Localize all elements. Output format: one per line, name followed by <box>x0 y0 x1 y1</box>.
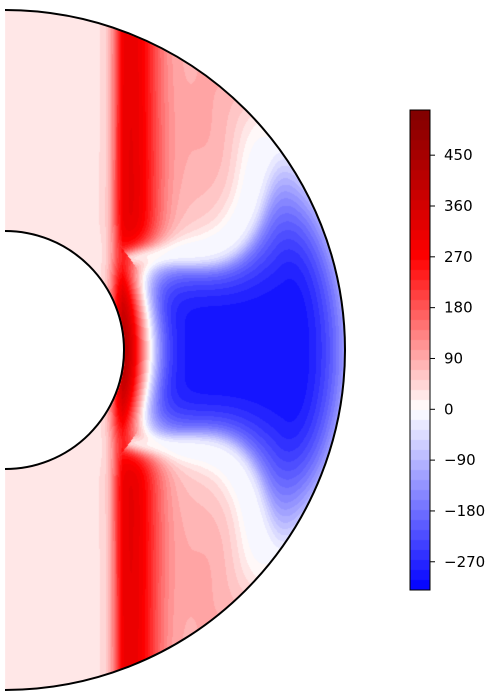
colorbar-tick-label: 270 <box>444 248 473 266</box>
colorbar-tick-label: 450 <box>444 146 473 164</box>
colorbar-tick-label: 180 <box>444 299 473 317</box>
colorbar-tick-label: 360 <box>444 197 473 215</box>
outer-sphere-boundary <box>4 9 346 691</box>
inner-sphere-boundary <box>4 230 125 470</box>
colorbar-gradient <box>410 110 430 590</box>
colorbar-tick-label: −180 <box>444 502 485 520</box>
colorbar-frame <box>409 109 431 591</box>
colorbar-tick-label: 0 <box>444 400 454 418</box>
colorbar-ticks: 450 360 270 180 90 0 −90 −180 −270 <box>430 146 485 571</box>
colorbar-tick-label: −270 <box>444 553 485 571</box>
colorbar-tick-label: 90 <box>444 349 463 367</box>
colorbar: 450 360 270 180 90 0 −90 −180 −270 <box>409 109 485 591</box>
colorbar-tick-label: −90 <box>444 451 476 469</box>
